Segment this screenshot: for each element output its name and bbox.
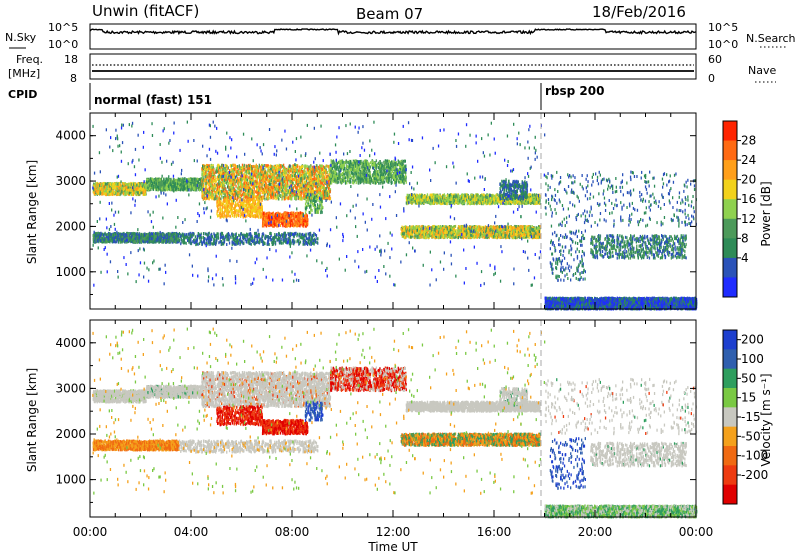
noise-left-label: N.Sky (5, 31, 37, 44)
power-cell (118, 190, 119, 193)
power-cell (134, 182, 135, 185)
power-cell (97, 191, 98, 194)
power-cell (133, 183, 134, 186)
power-cell (137, 186, 138, 189)
power-cell (118, 193, 119, 196)
power-cell (117, 192, 118, 195)
date-label: 18/Feb/2016 (592, 3, 686, 21)
frequency-left-tick-bottom: 8 (70, 72, 77, 85)
power-cell (136, 184, 137, 187)
power-cell (107, 186, 108, 189)
power-cell (130, 189, 131, 192)
power-cell (123, 183, 124, 186)
power-cell (132, 183, 133, 186)
power-cell (99, 184, 100, 187)
frequency-left-tick-top: 18 (64, 53, 78, 66)
power-cell (105, 189, 106, 192)
power-cell (140, 187, 141, 190)
power-cell (126, 186, 127, 189)
power-cell (103, 192, 104, 195)
power-cell (107, 193, 108, 196)
station-title: Unwin (fitACF) (92, 2, 199, 20)
power-cell (121, 190, 122, 193)
power-cell (119, 183, 120, 186)
cpid-segment-normal: normal (fast) 151 (94, 93, 212, 107)
noise-panel: N.Sky 10^5 10^0 10^5 10^0 N.Search (5, 21, 796, 51)
power-cell (128, 183, 129, 186)
power-cell (112, 183, 113, 186)
power-cell (141, 189, 142, 192)
power-cell (115, 186, 116, 189)
radar-summary-plot: Unwin (fitACF) Beam 07 18/Feb/2016 N.Sky… (0, 0, 800, 554)
power-cell (107, 190, 108, 193)
power-cell (96, 190, 97, 193)
cpid-segment-rbsp: rbsp 200 (545, 84, 604, 98)
power-cell (106, 182, 107, 185)
power-cell (110, 183, 111, 186)
nave-right-label: Nave (748, 64, 776, 77)
noise-right-label: N.Search (746, 32, 796, 45)
frequency-panel: Freq. [MHz] 18 8 60 0 Nave (8, 53, 776, 85)
frequency-panel-frame (90, 54, 696, 79)
power-cell (102, 192, 103, 195)
power-cell (134, 185, 135, 188)
noise-right-tick-bottom: 10^0 (708, 38, 738, 51)
power-cell (125, 191, 126, 194)
cpid-label: CPID (8, 88, 37, 101)
power-cell (143, 191, 144, 194)
power-cell (110, 192, 111, 195)
power-cell (141, 183, 142, 186)
power-cell (135, 192, 136, 195)
power-cell (108, 188, 109, 191)
noise-right-tick-top: 10^5 (708, 21, 738, 34)
nave-right-tick-top: 60 (708, 53, 722, 66)
power-scatter (92, 121, 697, 311)
noise-left-tick-bottom: 10^0 (48, 38, 78, 51)
power-cell (124, 187, 125, 190)
beam-label: Beam 07 (356, 5, 423, 23)
power-cell (116, 182, 117, 185)
frequency-left-label: Freq. (16, 53, 43, 66)
power-cell (116, 192, 117, 195)
power-cell (114, 191, 115, 194)
power-cell (112, 186, 113, 189)
power-cell (101, 183, 102, 186)
power-cell (120, 184, 121, 187)
power-cell (138, 183, 139, 186)
cpid-strip: CPID normal (fast) 151 rbsp 200 (8, 83, 604, 110)
noise-left-tick-top: 10^5 (48, 21, 78, 34)
noise-sky-line (90, 29, 696, 34)
noise-panel-frame (90, 24, 696, 49)
power-cell (132, 192, 133, 195)
noise-sky-trace (90, 29, 696, 34)
power-cell (95, 183, 96, 186)
power-cell (123, 192, 124, 195)
power-cell (137, 191, 138, 194)
nave-right-tick-bottom: 0 (708, 72, 715, 85)
frequency-left-unit: [MHz] (8, 67, 40, 80)
